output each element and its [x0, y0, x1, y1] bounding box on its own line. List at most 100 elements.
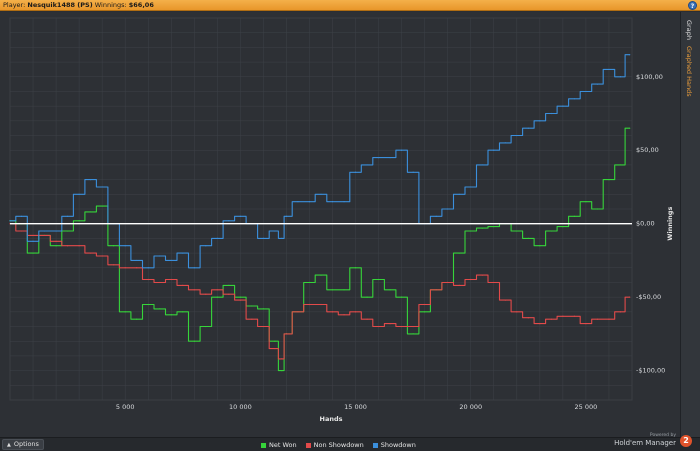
data-point-non-showdown — [55, 240, 57, 242]
data-point-showdown — [308, 201, 311, 203]
title-text: Player: Nesquik1488 (PS) Winnings: $66,0… — [3, 0, 154, 11]
bottom-bar: ▲ Options Net Won Non Showdown Showdown P… — [0, 433, 700, 451]
legend-item-net-won[interactable]: Net Won — [261, 441, 297, 449]
data-point-net-won — [424, 311, 426, 313]
data-point-showdown — [262, 237, 265, 239]
winnings-label: Winnings: — [92, 1, 129, 9]
data-point-net-won — [596, 208, 599, 210]
data-point-net-won — [320, 274, 322, 276]
legend-label-net-won: Net Won — [269, 441, 297, 449]
data-point-showdown — [550, 112, 552, 115]
data-point-non-showdown — [136, 267, 138, 269]
data-point-non-showdown — [481, 274, 483, 276]
data-point-showdown — [389, 156, 391, 159]
data-point-showdown — [90, 179, 92, 181]
data-point-net-won — [412, 333, 414, 335]
hem2-logo-icon: 2 — [680, 435, 692, 447]
data-point-non-showdown — [504, 299, 506, 301]
data-point-net-won — [182, 311, 184, 313]
data-point-showdown — [159, 255, 161, 257]
data-point-showdown — [619, 76, 622, 78]
data-point-net-won — [281, 370, 283, 372]
tab-graphed-hands[interactable]: Graphed Hands — [685, 46, 693, 97]
data-point-showdown — [481, 164, 483, 166]
data-point-non-showdown — [262, 325, 265, 328]
data-point-showdown — [527, 127, 529, 129]
data-point-non-showdown — [251, 318, 253, 320]
data-point-net-won — [573, 215, 576, 217]
data-point-non-showdown — [354, 311, 357, 313]
data-point-showdown — [193, 267, 195, 269]
data-point-net-won — [78, 220, 80, 222]
y-tick-label: -$50,00 — [636, 293, 661, 301]
data-point-net-won — [527, 237, 529, 239]
data-point-net-won — [470, 230, 472, 232]
data-point-showdown — [55, 230, 57, 232]
data-point-non-showdown — [182, 284, 184, 286]
y-tick-label: $50,00 — [636, 146, 659, 154]
data-point-net-won — [354, 267, 357, 269]
data-point-net-won — [619, 164, 622, 166]
data-point-net-won — [136, 318, 138, 320]
data-point-net-won — [550, 230, 552, 232]
data-point-non-showdown — [43, 234, 46, 237]
data-point-showdown — [562, 105, 564, 107]
legend-item-showdown[interactable]: Showdown — [372, 441, 416, 449]
x-tick-label: 25 000 — [575, 403, 598, 411]
right-sidebar: Graph Graphed Hands — [680, 12, 700, 437]
x-tick-label: 15 000 — [344, 403, 367, 411]
x-tick-label: 5 000 — [116, 403, 135, 411]
data-point-showdown — [281, 237, 283, 239]
series-line-net-won — [10, 127, 630, 372]
data-point-net-won — [274, 340, 276, 342]
data-point-showdown — [435, 215, 437, 217]
data-point-non-showdown — [78, 245, 80, 247]
data-point-non-showdown — [308, 303, 311, 306]
y-axis-label: Winnings — [666, 207, 674, 241]
options-button[interactable]: ▲ Options — [2, 439, 44, 450]
data-point-showdown — [147, 267, 149, 269]
data-point-showdown — [274, 230, 276, 232]
data-point-non-showdown — [147, 278, 149, 281]
data-point-net-won — [239, 296, 241, 298]
data-point-showdown — [205, 245, 207, 247]
data-point-net-won — [493, 226, 495, 228]
data-point-showdown — [401, 149, 403, 151]
data-point-net-won — [147, 303, 149, 306]
data-point-net-won — [458, 252, 460, 254]
data-point-showdown — [539, 120, 541, 122]
data-point-non-showdown — [320, 303, 322, 306]
data-point-showdown — [182, 252, 184, 254]
data-point-showdown — [596, 83, 599, 85]
data-point-non-showdown — [493, 281, 495, 284]
data-point-non-showdown — [32, 234, 34, 237]
data-point-non-showdown — [239, 299, 241, 301]
data-point-net-won — [193, 340, 195, 342]
data-point-showdown — [124, 245, 126, 247]
data-point-net-won — [90, 211, 92, 213]
data-point-net-won — [228, 284, 230, 286]
data-point-non-showdown — [101, 255, 103, 257]
y-tick-label: $100,00 — [636, 73, 663, 81]
data-point-showdown — [66, 215, 69, 217]
legend-swatch-showdown — [372, 442, 378, 448]
help-button[interactable]: ? — [688, 1, 697, 10]
data-point-net-won — [55, 245, 57, 247]
winnings-chart[interactable]: $100,00 $50,00 $0,00 -$50,00 -$100,00 5 000 10… — [0, 12, 680, 437]
brand-powered-text: Powered by — [649, 433, 676, 438]
data-point-net-won — [32, 252, 34, 254]
legend-item-non-showdown[interactable]: Non Showdown — [305, 441, 364, 449]
data-point-showdown — [216, 237, 218, 239]
data-point-showdown — [354, 171, 357, 173]
data-point-net-won — [343, 289, 345, 291]
data-point-showdown — [516, 134, 518, 137]
tab-graph[interactable]: Graph — [685, 20, 693, 40]
x-tick-label: 10 000 — [229, 403, 252, 411]
data-point-showdown — [331, 201, 334, 203]
data-point-non-showdown — [470, 278, 472, 281]
data-point-showdown — [377, 156, 380, 159]
data-point-showdown — [504, 142, 506, 144]
y-tick-label: -$100,00 — [636, 367, 665, 375]
data-point-non-showdown — [281, 358, 283, 360]
data-point-showdown — [320, 193, 322, 195]
